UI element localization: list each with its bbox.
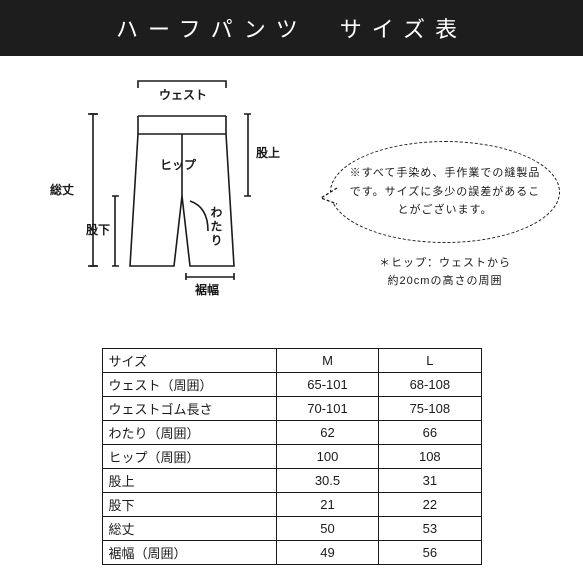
label-inseam: 股下 [86, 221, 110, 238]
row-m: 100 [276, 445, 378, 469]
label-hip: ヒップ [160, 156, 196, 173]
row-l: 68-108 [379, 373, 481, 397]
row-label: 股下 [102, 493, 276, 517]
row-label: ウェスト（周囲） [102, 373, 276, 397]
row-m: 49 [276, 541, 378, 565]
notice-bubble: ※すべて手染め、手作業での縫製品です。サイズに多少の誤差があることがございます。 [330, 141, 560, 243]
row-label: わたり（周囲） [102, 421, 276, 445]
table-row: ヒップ（周囲）100108 [102, 445, 481, 469]
row-m: 50 [276, 517, 378, 541]
row-label: ヒップ（周囲） [102, 445, 276, 469]
label-thigh: わたり [208, 206, 225, 248]
size-table-wrap: サイズ M L ウェスト（周囲）65-10168-108 ウェストゴム長さ70-… [102, 348, 482, 565]
row-m: 30.5 [276, 469, 378, 493]
table-row: ウェスト（周囲）65-10168-108 [102, 373, 481, 397]
row-m: 70-101 [276, 397, 378, 421]
row-l: 31 [379, 469, 481, 493]
label-rise: 股上 [256, 144, 280, 161]
row-label: 総丈 [102, 517, 276, 541]
table-row: ウェストゴム長さ70-10175-108 [102, 397, 481, 421]
table-row: 股上30.531 [102, 469, 481, 493]
row-l: 56 [379, 541, 481, 565]
notice-text: ※すべて手染め、手作業での縫製品です。サイズに多少の誤差があることがございます。 [350, 167, 541, 216]
page-title: ハーフパンツ サイズ表 [0, 0, 583, 56]
label-waist: ウェスト [159, 86, 207, 103]
label-hem: 裾幅 [195, 281, 219, 298]
table-row: わたり（周囲）6266 [102, 421, 481, 445]
row-l: 75-108 [379, 397, 481, 421]
row-m: 21 [276, 493, 378, 517]
table-row: 裾幅（周囲）4956 [102, 541, 481, 565]
figure-and-notes: ウェスト ヒップ 股上 総丈 股下 わたり 裾幅 ※すべて手染め、手作業での縫製… [0, 56, 583, 316]
row-label: 股上 [102, 469, 276, 493]
row-l: 53 [379, 517, 481, 541]
label-total: 総丈 [50, 181, 74, 198]
row-m: 65-101 [276, 373, 378, 397]
garment-diagram: ウェスト ヒップ 股上 総丈 股下 わたり 裾幅 [30, 66, 310, 316]
row-label: 裾幅（周囲） [102, 541, 276, 565]
size-table: サイズ M L ウェスト（周囲）65-10168-108 ウェストゴム長さ70-… [102, 348, 482, 565]
row-l: 22 [379, 493, 481, 517]
header-l: L [379, 349, 481, 373]
table-header-row: サイズ M L [102, 349, 481, 373]
row-l: 66 [379, 421, 481, 445]
header-m: M [276, 349, 378, 373]
header-size: サイズ [102, 349, 276, 373]
table-row: 股下2122 [102, 493, 481, 517]
bubble-tail-icon [319, 184, 339, 208]
row-label: ウェストゴム長さ [102, 397, 276, 421]
subnote-line2: 約20cmの高さの周囲 [388, 275, 503, 287]
row-l: 108 [379, 445, 481, 469]
hip-subnote: ＊ヒップ：ウェストから 約20cmの高さの周囲 [330, 255, 560, 290]
table-row: 総丈5053 [102, 517, 481, 541]
notice-bubble-wrap: ※すべて手染め、手作業での縫製品です。サイズに多少の誤差があることがございます。… [330, 141, 560, 290]
subnote-line1: ＊ヒップ：ウェストから [379, 257, 511, 269]
row-m: 62 [276, 421, 378, 445]
